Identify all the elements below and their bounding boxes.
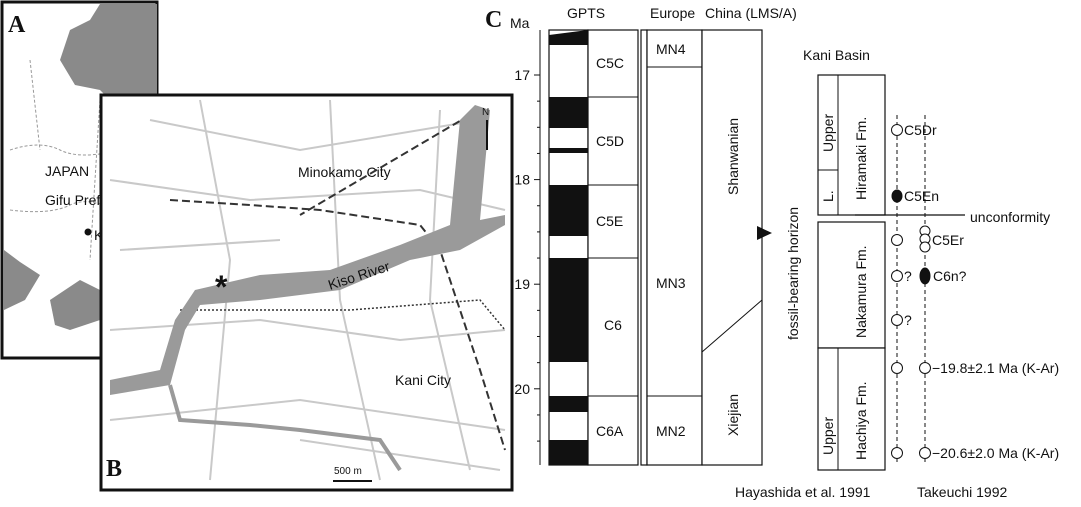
column-header: Europe bbox=[650, 5, 695, 21]
formation bbox=[817, 74, 886, 216]
country-label: JAPAN bbox=[45, 163, 89, 179]
sample-label: ? bbox=[904, 268, 912, 284]
chron-label: C5C bbox=[596, 55, 624, 71]
normal-polarity bbox=[549, 97, 588, 128]
basin-title: Kani Basin bbox=[803, 47, 870, 63]
formation-label: Hiramaki Fm. bbox=[853, 117, 869, 200]
column-header: China (LMS/A) bbox=[705, 5, 797, 21]
sample bbox=[919, 241, 931, 253]
chron-label: C6 bbox=[604, 317, 622, 333]
prefecture-border bbox=[9, 59, 126, 261]
kiso-river bbox=[110, 105, 505, 395]
sample-label: −19.8±2.1 Ma (K-Ar) bbox=[932, 360, 1059, 376]
north-label: N bbox=[482, 107, 489, 118]
stage-boundary bbox=[701, 299, 763, 353]
sample-normal bbox=[891, 124, 903, 136]
axis-unit: Ma bbox=[510, 15, 530, 31]
normal-polarity bbox=[549, 396, 588, 412]
chron-label: C5D bbox=[596, 133, 624, 149]
chron-label: C5E bbox=[596, 213, 623, 229]
chron-column bbox=[587, 29, 639, 466]
sample bbox=[891, 447, 903, 459]
tick-label: 18 bbox=[514, 172, 530, 188]
scale-label: 500 m bbox=[334, 466, 362, 477]
panel-c: C Ma GPTS Europe China (LMS/A) 17181920 … bbox=[485, 5, 1059, 500]
sample-label: C5Er bbox=[932, 232, 964, 248]
sample-label: ? bbox=[904, 312, 912, 328]
tributary bbox=[168, 384, 402, 472]
sample-reversed bbox=[919, 267, 931, 285]
tick-label: 20 bbox=[514, 381, 530, 397]
normal-polarity bbox=[549, 440, 588, 465]
panel-label: B bbox=[106, 456, 122, 482]
chron-label: C6A bbox=[596, 423, 624, 439]
tick-group: 17 18 19 20 bbox=[514, 67, 540, 442]
bay bbox=[50, 280, 110, 330]
railway bbox=[299, 114, 471, 216]
member-label: Upper bbox=[820, 114, 836, 152]
sample-label: −20.6±2.0 Ma (K-Ar) bbox=[932, 445, 1059, 461]
city-label: Minokamo City bbox=[298, 164, 391, 180]
mn-zone: MN2 bbox=[656, 423, 686, 439]
source-label: Takeuchi 1992 bbox=[917, 484, 1008, 500]
member-divider bbox=[818, 75, 839, 215]
sample bbox=[919, 447, 931, 459]
spacer-column bbox=[640, 29, 648, 466]
normal-polarity bbox=[549, 185, 588, 236]
mn-zone: MN4 bbox=[656, 41, 686, 57]
horizon-marker bbox=[757, 226, 772, 240]
zone-boundaries bbox=[647, 66, 702, 397]
sample-reversed bbox=[891, 189, 903, 203]
town-dot bbox=[84, 228, 92, 236]
unconformity-label: unconformity bbox=[970, 209, 1050, 225]
prefecture-label: Gifu Pref. bbox=[45, 192, 104, 208]
sample-label: C5En bbox=[904, 188, 939, 204]
europe-column bbox=[646, 29, 703, 466]
panel-label: A bbox=[8, 12, 26, 38]
formation-label: Nakamura Fm. bbox=[853, 245, 869, 338]
sample bbox=[891, 362, 903, 374]
panel-label: C bbox=[485, 7, 502, 33]
horizon-label: fossil-bearing horizon bbox=[785, 207, 801, 340]
city-label: Kani City bbox=[395, 372, 451, 388]
member-label: Upper bbox=[820, 417, 836, 455]
tick-label: 19 bbox=[514, 276, 530, 292]
sample bbox=[891, 234, 903, 246]
railway bbox=[180, 299, 506, 331]
chron-boundaries bbox=[588, 96, 638, 397]
sample bbox=[891, 314, 903, 326]
normal-polarity bbox=[549, 258, 588, 362]
normal-polarity bbox=[549, 30, 588, 45]
normal-polarity bbox=[549, 148, 588, 153]
china-stage: Xiejian bbox=[725, 394, 741, 436]
formation bbox=[817, 221, 886, 349]
sample bbox=[919, 362, 931, 374]
sea bbox=[4, 250, 40, 310]
site-marker: * bbox=[215, 269, 228, 305]
tick-label: 17 bbox=[514, 67, 530, 83]
column-header: GPTS bbox=[567, 5, 605, 21]
panel-b: B Minokamo City Kani City Kiso River * N… bbox=[99, 93, 514, 492]
mn-zone: MN3 bbox=[656, 275, 686, 291]
member-label: L. bbox=[820, 190, 836, 202]
sample-label: C6n? bbox=[933, 268, 967, 284]
formation-label: Hachiya Fm. bbox=[853, 381, 869, 460]
china-stage: Shanwanian bbox=[725, 118, 741, 195]
formation bbox=[817, 347, 886, 471]
sample bbox=[891, 270, 903, 282]
source-label: Hayashida et al. 1991 bbox=[735, 484, 871, 500]
china-column bbox=[701, 29, 763, 466]
sample-label: C5Dr bbox=[904, 122, 937, 138]
